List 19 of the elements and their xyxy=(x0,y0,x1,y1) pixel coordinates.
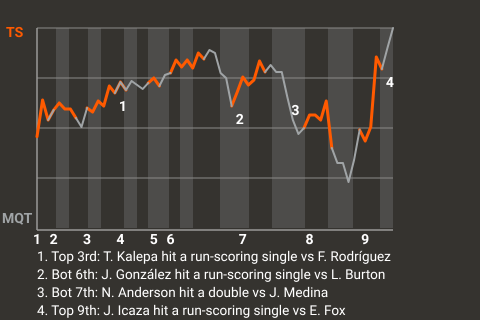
text: TS xyxy=(6,25,24,41)
x-tick-label: 1 xyxy=(32,232,42,248)
x-tick-label: 2 xyxy=(50,232,58,248)
x-tick-label: 7 xyxy=(238,232,247,248)
text: 1. Top 3rd: T. Kalepa hit a run-scoring single vs F. Rodríguez xyxy=(37,249,392,265)
text: MQT xyxy=(2,211,33,227)
text: 3. Bot 7th: N. Anderson hit a double vs J. Medina xyxy=(37,285,328,301)
x-tick-label: 8 xyxy=(306,232,314,248)
x-tick-label: 5 xyxy=(150,232,158,248)
text: 2. Bot 6th: J. González hit a run-scoring single vs L. Burton xyxy=(37,267,386,283)
x-tick-label: 9 xyxy=(361,232,370,248)
x-tick-label: 4 xyxy=(116,232,124,248)
x-tick-label: 3 xyxy=(83,232,92,248)
annotation: 3 xyxy=(291,103,300,119)
annotation: 4 xyxy=(386,75,394,91)
x-tick-label: 6 xyxy=(166,232,175,248)
text: 4. Top 9th: J. Icaza hit a run-scoring single vs E. Fox xyxy=(37,303,346,319)
annotation: 2 xyxy=(236,112,244,128)
annotation: 1 xyxy=(118,99,127,115)
